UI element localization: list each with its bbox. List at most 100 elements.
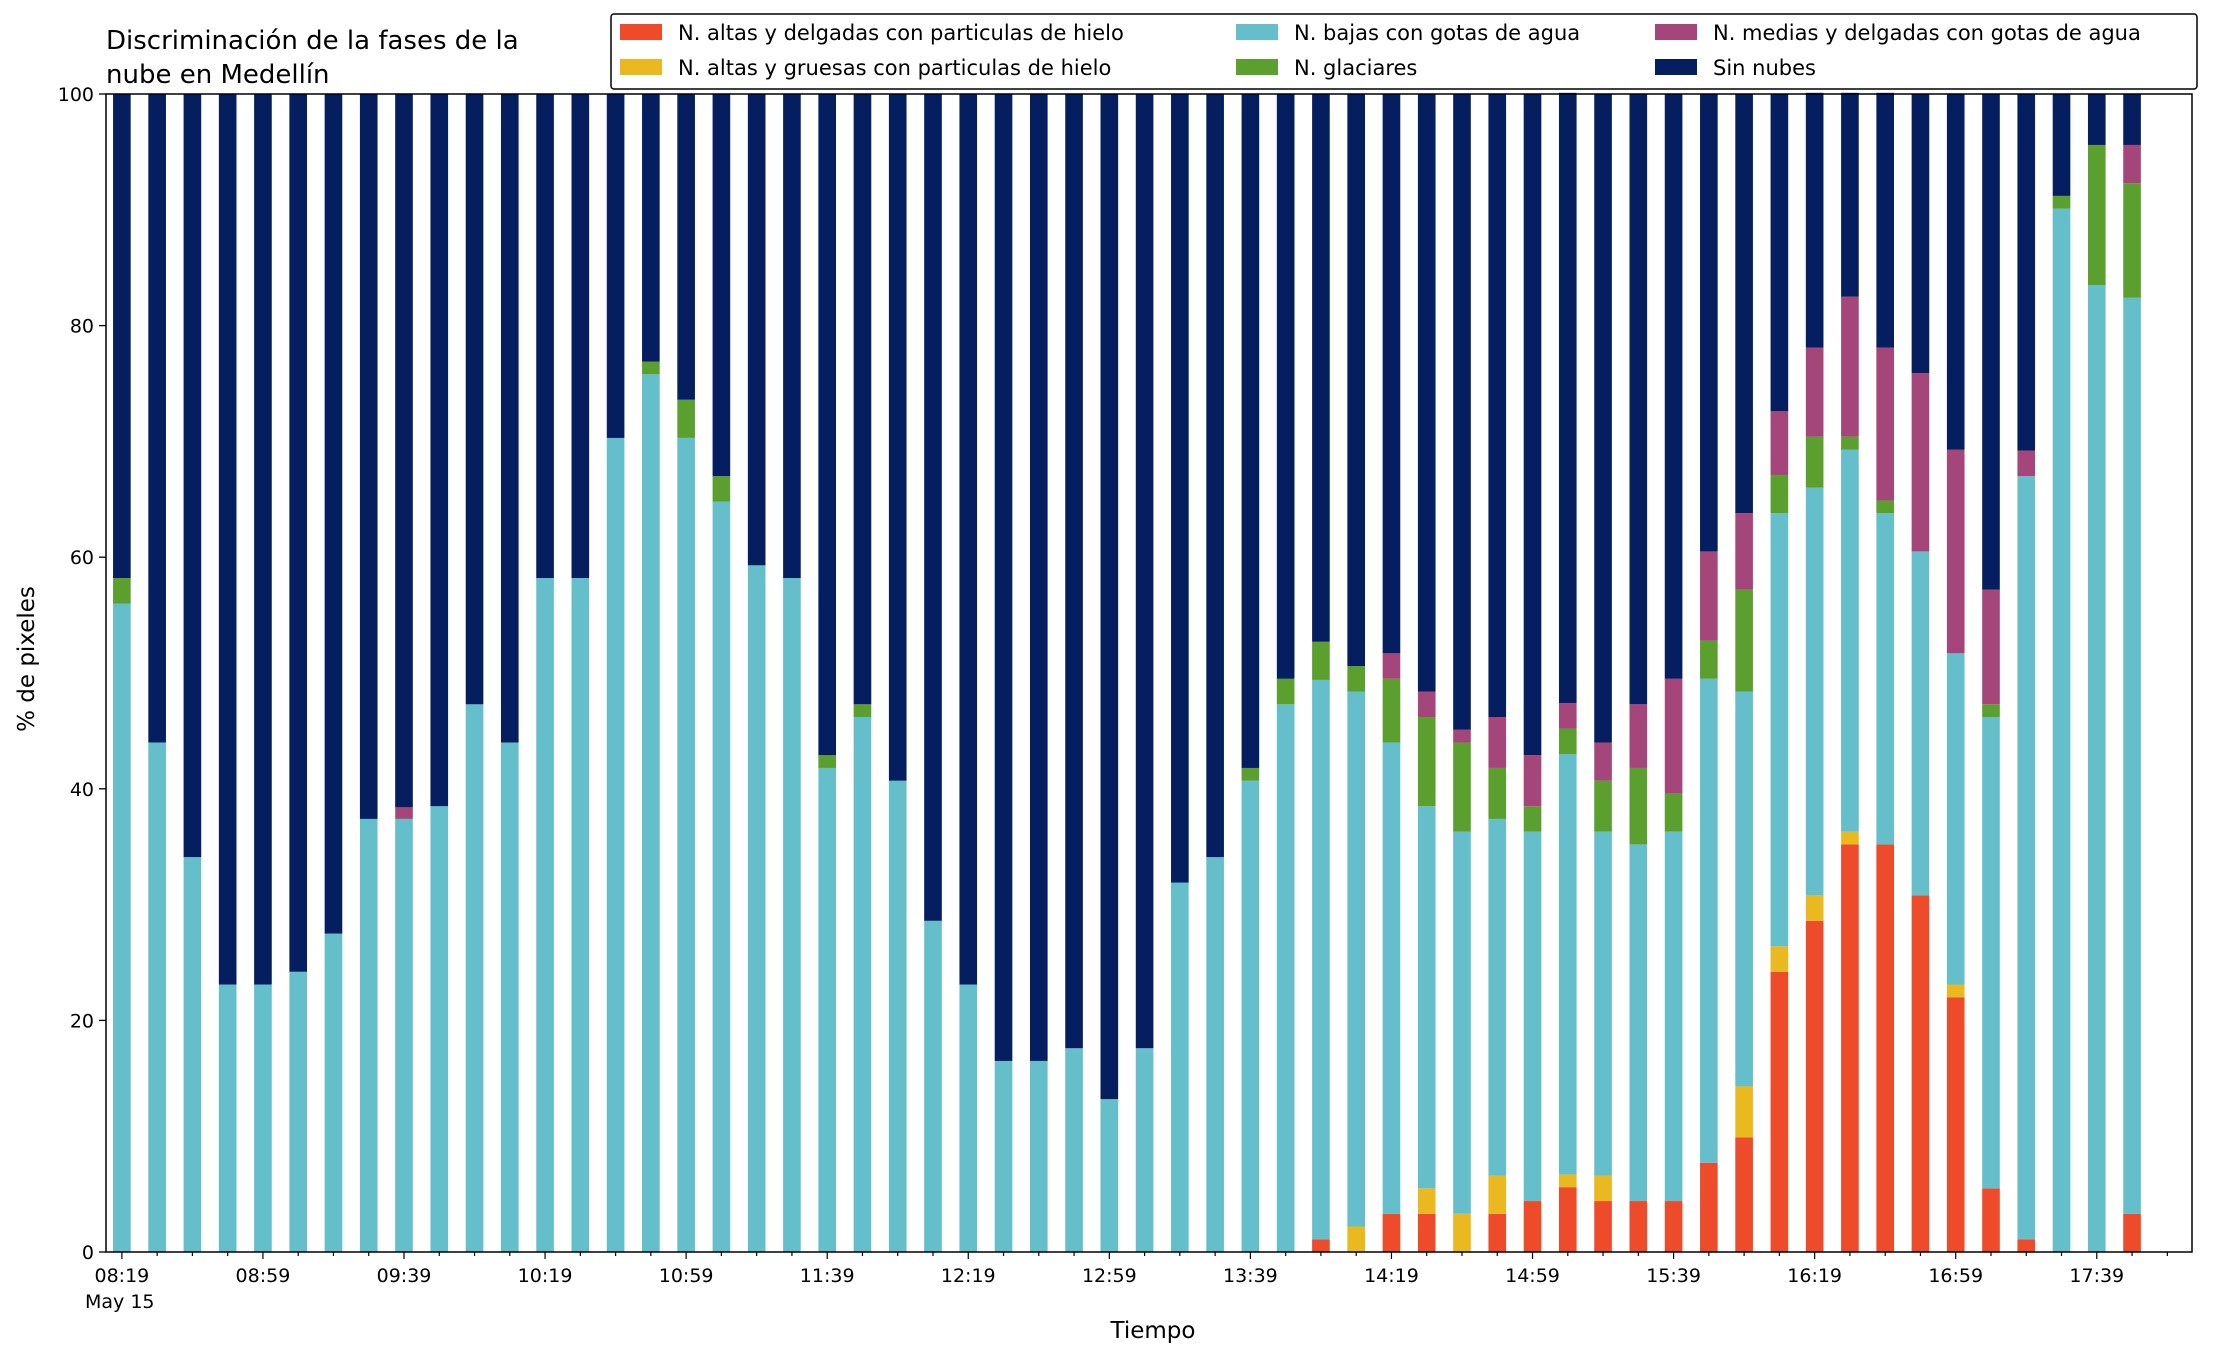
bar-segment bbox=[2087, 144, 2106, 286]
bar-segment bbox=[1700, 640, 1718, 679]
bar-segment bbox=[783, 578, 801, 1252]
bar-segment bbox=[1982, 717, 2000, 1189]
bar-segment bbox=[1770, 474, 1789, 514]
bar-segment bbox=[218, 984, 237, 1252]
bar-segment bbox=[1417, 1213, 1436, 1252]
chart-title-line-1: Discriminación de la fases de la bbox=[106, 26, 519, 56]
bar-segment bbox=[324, 94, 343, 934]
bar-segment bbox=[1911, 551, 1930, 896]
bar-segment bbox=[1770, 94, 1789, 412]
bar-segment bbox=[994, 1060, 1013, 1252]
bar-segment bbox=[430, 94, 449, 807]
x-tick-label: 10:19 bbox=[518, 1265, 573, 1287]
bar-segment bbox=[1312, 679, 1330, 1240]
bar-segment bbox=[1841, 844, 1859, 1252]
bar-segment bbox=[2017, 450, 2036, 477]
bar-segment bbox=[1735, 589, 1753, 692]
bar-segment bbox=[536, 94, 554, 579]
y-tick-label: 0 bbox=[82, 1242, 94, 1264]
bar-segment bbox=[1382, 653, 1401, 679]
bar-segment bbox=[1241, 767, 1260, 781]
x-axis-label: Tiempo bbox=[1110, 1318, 1196, 1344]
bar-segment bbox=[1523, 94, 1542, 756]
bar-segment bbox=[1700, 678, 1718, 1163]
bar-segment bbox=[1558, 703, 1577, 729]
bar-segment bbox=[1523, 755, 1542, 807]
bar-segment bbox=[1594, 831, 1612, 1176]
bar-segment bbox=[1417, 94, 1436, 692]
bar-segment bbox=[1488, 1213, 1507, 1252]
bar-segment bbox=[1488, 717, 1507, 768]
bar-segment bbox=[1629, 94, 1648, 705]
bar-segment bbox=[1629, 767, 1648, 845]
bar-segment bbox=[2052, 208, 2071, 1252]
bar-segment bbox=[113, 94, 131, 579]
bar-segment bbox=[465, 704, 484, 1252]
bar-segment bbox=[1805, 92, 1824, 348]
bar-segment bbox=[1382, 94, 1401, 654]
bar-segment bbox=[783, 94, 801, 579]
bar-segment bbox=[1312, 641, 1330, 680]
bar-segment bbox=[2087, 285, 2106, 1252]
x-date-label: May 15 bbox=[85, 1291, 155, 1313]
legend-swatch bbox=[620, 59, 662, 75]
x-tick-label: 08:19 bbox=[94, 1265, 149, 1287]
bar-segment bbox=[1876, 844, 1894, 1252]
bar-segment bbox=[1453, 729, 1471, 743]
bar-segment bbox=[2123, 183, 2141, 298]
bar-segment bbox=[1982, 94, 2000, 590]
bar-segment bbox=[1841, 449, 1859, 832]
bar-segment bbox=[113, 578, 131, 604]
bar-segment bbox=[1876, 513, 1894, 845]
bar-segment bbox=[1558, 92, 1577, 704]
y-tick-label: 60 bbox=[70, 547, 94, 569]
bar-segment bbox=[1982, 704, 2000, 718]
x-tick-label: 13:39 bbox=[1223, 1265, 1278, 1287]
bar-segment bbox=[1876, 92, 1894, 348]
bar-segment bbox=[1417, 806, 1436, 1189]
x-tick-label: 14:19 bbox=[1364, 1265, 1419, 1287]
legend-label: N. medias y delgadas con gotas de agua bbox=[1713, 21, 2141, 45]
bar-segment bbox=[677, 94, 695, 400]
bar-segment bbox=[1206, 94, 1224, 858]
x-tick-label: 08:59 bbox=[236, 1265, 291, 1287]
bar-segment bbox=[712, 94, 731, 477]
bar-segment bbox=[254, 94, 272, 985]
bar-segment bbox=[1700, 551, 1718, 641]
bar-segment bbox=[959, 94, 978, 985]
bar-segment bbox=[1805, 920, 1824, 1252]
bar-segment bbox=[642, 374, 660, 1252]
bar-segment bbox=[1382, 1213, 1401, 1252]
legend-swatch bbox=[620, 24, 662, 40]
bar-segment bbox=[289, 971, 308, 1252]
bar-segment bbox=[1629, 704, 1648, 768]
bar-segment bbox=[1805, 436, 1824, 488]
bar-segment bbox=[1312, 1239, 1330, 1252]
bar-segment bbox=[2123, 94, 2141, 145]
bar-segment bbox=[183, 857, 202, 1252]
bar-segment bbox=[324, 933, 343, 1252]
bar-segment bbox=[359, 94, 378, 819]
bar-segment bbox=[1523, 1201, 1542, 1252]
bar-segment bbox=[888, 780, 907, 1252]
y-tick-label: 40 bbox=[70, 779, 94, 801]
bar-segment bbox=[1065, 1048, 1083, 1252]
bar-segment bbox=[1135, 94, 1154, 1049]
bar-segment bbox=[2017, 1239, 2036, 1252]
y-tick-label: 20 bbox=[70, 1010, 94, 1032]
bar-segment bbox=[1770, 971, 1789, 1252]
x-tick-label: 16:59 bbox=[1928, 1265, 1983, 1287]
bar-segment bbox=[1735, 691, 1753, 1087]
bar-segment bbox=[1841, 436, 1859, 450]
legend-swatch bbox=[1236, 59, 1278, 75]
bar-segment bbox=[1241, 94, 1260, 768]
x-tick-label: 16:19 bbox=[1787, 1265, 1842, 1287]
bar-segment bbox=[1382, 742, 1401, 1214]
bar-segment bbox=[1594, 1201, 1612, 1252]
bar-segment bbox=[1276, 678, 1295, 705]
bar-segment bbox=[1594, 1175, 1612, 1202]
bar-segment bbox=[1805, 487, 1824, 896]
bar-segment bbox=[642, 94, 660, 362]
bar-segment bbox=[1347, 1226, 1365, 1252]
legend-swatch bbox=[1236, 24, 1278, 40]
